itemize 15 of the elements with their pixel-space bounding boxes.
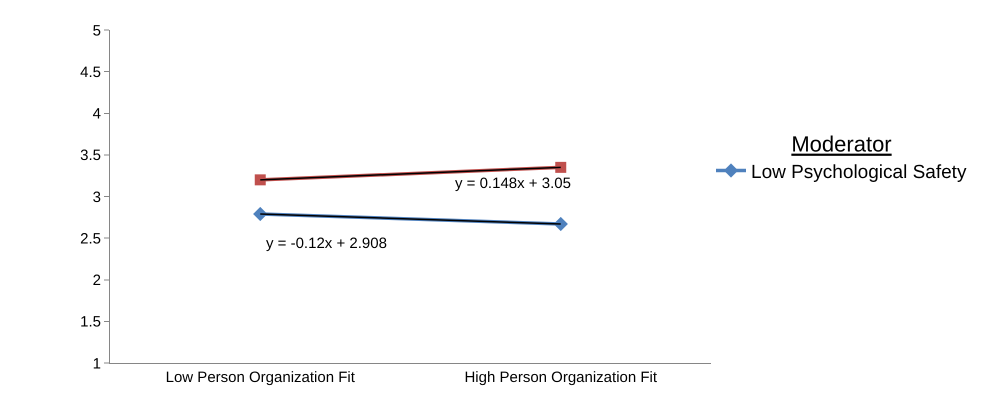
y-tick-label: 1.5 (80, 314, 101, 331)
annotation: y = -0.12x + 2.908 (266, 235, 387, 252)
y-tick-label: 3 (92, 188, 101, 206)
y-tick-label: 4.5 (80, 64, 101, 81)
legend-label: Low Psychological Safety (751, 162, 967, 183)
y-tick-label: 5 (92, 22, 101, 40)
x-tick-label: High Person Organization Fit (464, 369, 658, 386)
y-tick-label: 2.5 (80, 230, 101, 248)
y-tick-label: 1 (92, 355, 101, 372)
legend-title: Moderator (791, 132, 892, 157)
annotation: y = 0.148x + 3.05 (455, 175, 571, 192)
y-tick-label: 4 (92, 106, 101, 122)
x-tick-label: Low Person Organization Fit (166, 369, 356, 386)
y-tick-label: 2 (92, 272, 101, 289)
y-tick-label: 3.5 (80, 147, 101, 164)
